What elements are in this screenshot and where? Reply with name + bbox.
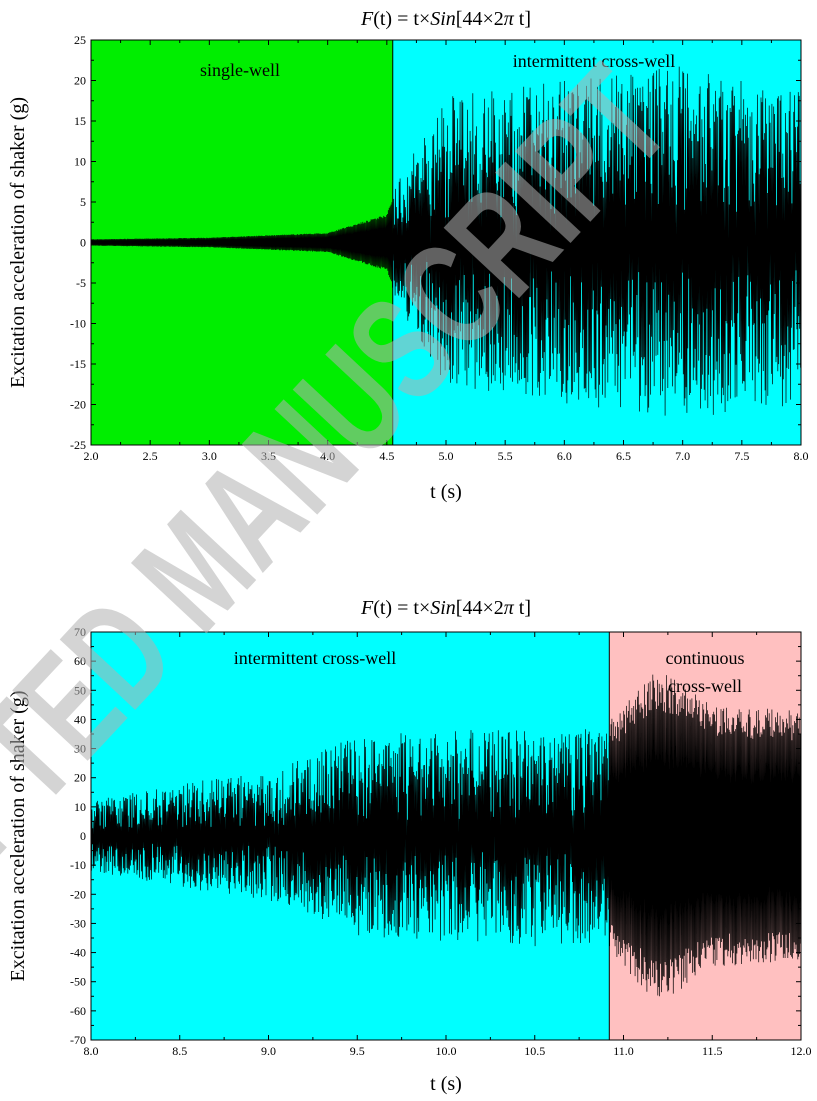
signal-trace [90,66,802,416]
y-tick-label: -25 [70,438,86,452]
y-tick-label: 5 [80,195,86,209]
chart-top: 2.0 2.5 3.0 3.5 4.0 4.5 5.0 5.5 6.0 6.5 7.0 7.5 8.0 -… [7,8,809,503]
x-tick-label: 3.5 [261,449,276,463]
chart-title-part: = t× [392,8,430,30]
chart-title-part: (t) [373,8,392,30]
y-tick-label: 50 [74,683,86,697]
chart-title-part: Sin [430,597,456,619]
chart-title-part: Sin [430,8,456,30]
x-tick-label: 12.0 [791,1044,812,1058]
x-tick-label: 2.0 [84,449,99,463]
x-tick-label: 9.5 [350,1044,365,1058]
signal-trace [90,674,802,997]
chart-bottom: 8.0 8.5 9.0 9.5 10.0 10.5 11.0 11.5 12.0 -70 -60 -5… [7,597,812,1095]
y-tick-label: -10 [70,317,86,331]
x-tick-label: 3.0 [202,449,217,463]
y-tick-label: -50 [70,975,86,989]
x-tick-label: 10.5 [524,1044,545,1058]
chart-title-part: F [360,597,374,619]
y-tick-label: 20 [74,74,86,88]
chart-title-part: = t× [392,597,430,619]
region-label-intermittent: intermittent cross-well [234,648,396,668]
y-axis-label: Excitation acceleration of shaker (g) [7,97,29,388]
y-tick-label: 20 [74,771,86,785]
x-tick-label: 4.0 [320,449,335,463]
y-tick-label: 10 [74,800,86,814]
chart-title-part: [44×2 [456,8,504,30]
y-tick-label: -40 [70,946,86,960]
x-tick-label: 11.0 [613,1044,634,1058]
y-tick-label: 0 [80,236,86,250]
x-tick-label: 8.0 [794,449,809,463]
x-tick-label: 6.5 [616,449,631,463]
chart-title-part: (t) [373,597,392,619]
x-tick-label: 9.0 [261,1044,276,1058]
x-tick-label: 7.5 [734,449,749,463]
y-tick-label: 40 [74,712,86,726]
x-tick-label: 4.5 [379,449,394,463]
region-label-continuous-line2: cross-well [668,676,742,696]
x-tick-label: 8.5 [172,1044,187,1058]
y-tick-label: 60 [74,654,86,668]
chart-title-part: t] [514,597,531,619]
y-tick-label: 0 [80,829,86,843]
y-tick-label: 25 [74,33,86,47]
region-label-intermittent: intermittent cross-well [513,51,675,71]
y-tick-label: -15 [70,357,86,371]
y-tick-label: -60 [70,1004,86,1018]
x-tick-label: 11.5 [702,1044,723,1058]
x-tick-label: 7.0 [675,449,690,463]
y-tick-label: 15 [74,114,86,128]
x-tick-label: 8.0 [84,1044,99,1058]
y-tick-label: -20 [70,398,86,412]
x-axis-label: t (s) [430,481,462,503]
y-tick-label: -70 [70,1033,86,1047]
y-tick-label: -10 [70,858,86,872]
y-axis-label: Excitation acceleration of shaker (g) [7,691,29,982]
x-tick-label: 5.0 [439,449,454,463]
y-tick-label: 10 [74,155,86,169]
chart-title-part: [44×2 [456,597,504,619]
chart-title: F(t) = t×Sin[44×2π t] [360,8,531,30]
x-axis-label: t (s) [430,1073,462,1095]
x-tick-label: 10.0 [436,1044,457,1058]
x-tick-label: 5.5 [498,449,513,463]
chart-title-part: π [504,597,515,619]
y-tick-label: 30 [74,742,86,756]
chart-title-part: π [504,8,515,30]
region-label-continuous-line1: continuous [666,648,745,668]
y-tick-label: 70 [74,625,86,639]
chart-title-part: F [360,8,374,30]
y-tick-label: -5 [76,276,86,290]
x-tick-label: 6.0 [557,449,572,463]
chart-title: F(t) = t×Sin[44×2π t] [360,597,531,619]
x-tick-label: 2.5 [143,449,158,463]
region-label-single-well: single-well [200,60,280,80]
chart-title-part: t] [514,8,531,30]
y-tick-label: -20 [70,887,86,901]
y-tick-label: -30 [70,916,86,930]
